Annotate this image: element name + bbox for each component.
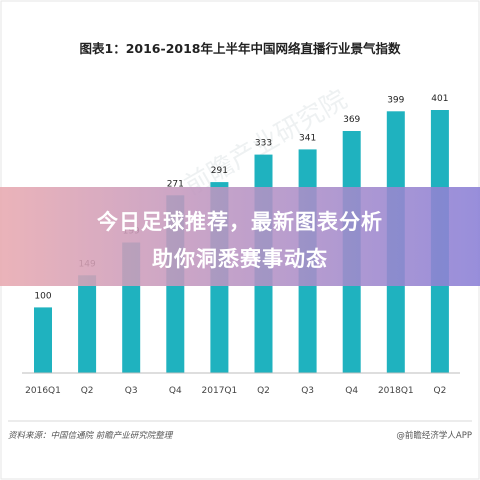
x-tick-label-3: Q4 — [169, 386, 182, 396]
bar-value-label-0: 100 — [34, 291, 51, 301]
bar-value-label-8: 399 — [387, 95, 404, 105]
x-tick-label-4: 2017Q1 — [202, 386, 238, 396]
x-tick-label-6: Q3 — [301, 386, 314, 396]
bar-1 — [78, 275, 97, 373]
banner-overlay — [0, 187, 480, 286]
bar-value-label-4: 291 — [211, 166, 228, 176]
bar-value-label-7: 369 — [343, 115, 360, 125]
x-tick-group: 2016Q1 Q2 Q3 Q4 2017Q1 Q2 Q3 Q4 2018Q1 Q2 — [25, 386, 446, 396]
x-tick-label-0: 2016Q1 — [25, 386, 61, 396]
x-tick-label-9: Q2 — [433, 386, 446, 396]
banner-headline-line2: 助你洞悉赛事动态 — [152, 247, 328, 271]
chart-title: 图表1：2016-2018年上半年中国网络直播行业景气指数 — [80, 41, 401, 56]
credit-note: @前瞻经济学人APP — [396, 430, 472, 441]
x-tick-label-2: Q3 — [125, 386, 138, 396]
bar-value-label-5: 333 — [255, 139, 272, 149]
bar-value-label-3: 271 — [167, 179, 184, 189]
x-tick-label-1: Q2 — [81, 386, 94, 396]
x-tick-label-8: 2018Q1 — [378, 386, 414, 396]
x-tick-label-5: Q2 — [257, 386, 270, 396]
bar-0 — [34, 307, 52, 373]
bar-value-label-6: 341 — [299, 133, 316, 143]
banner-headline-line1: 今日足球推荐，最新图表分析 — [97, 210, 383, 234]
source-note: 资料来源：中国信通院 前瞻产业研究院整理 — [8, 430, 174, 441]
x-tick-label-7: Q4 — [345, 386, 358, 396]
bar-value-label-9: 401 — [431, 94, 448, 104]
